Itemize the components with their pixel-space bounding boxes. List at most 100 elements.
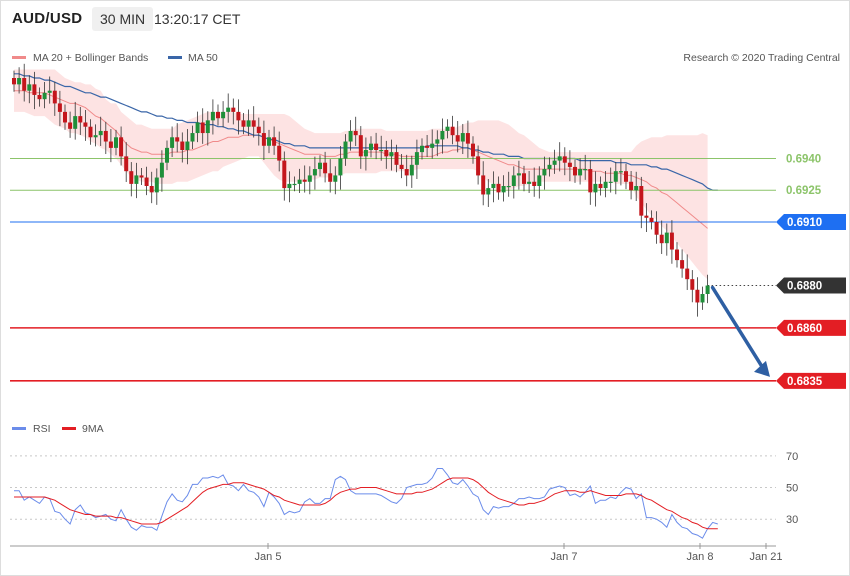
candle-body [394, 152, 399, 165]
candle-body [175, 137, 180, 142]
candle-body [593, 183, 598, 193]
candle-body [496, 183, 501, 193]
candle-body [695, 289, 700, 303]
candle-body [425, 145, 430, 148]
candle-body [374, 143, 379, 150]
candle-body [435, 139, 440, 144]
projection-arrow-shaft [710, 285, 766, 372]
candle-body [37, 94, 42, 100]
candle-body [414, 152, 419, 165]
candle-body [93, 135, 98, 138]
candle-body [353, 130, 358, 136]
candle-body [73, 116, 78, 129]
candle-body [241, 120, 246, 127]
level-lines [10, 157, 776, 382]
candle-body [471, 143, 475, 157]
level-tag-0.6860 [776, 319, 846, 336]
candle-body [583, 169, 588, 171]
candle-body [27, 84, 32, 91]
candle-body [98, 130, 103, 136]
candle-body [277, 145, 282, 161]
candles [12, 63, 770, 377]
candle-body [567, 162, 572, 167]
candle-body [404, 169, 409, 176]
x-tick-label-Jan-21: Jan 21 [749, 551, 782, 563]
candle-body [629, 181, 634, 191]
candle-body [333, 175, 338, 182]
candle-body [363, 150, 368, 157]
candle-body [654, 222, 659, 235]
candle-body [159, 162, 164, 178]
candle-body [557, 156, 562, 161]
level-tag-0.6880 [776, 277, 846, 294]
level-label-0.6880: 0.6880 [787, 281, 822, 293]
candle-body [476, 156, 481, 176]
candle-body [170, 137, 175, 148]
candle-body [481, 175, 486, 195]
rsi-panel: 70 50 30 [10, 451, 798, 539]
candle-body [68, 122, 73, 129]
level-tag-0.6835 [776, 372, 846, 389]
candle-body [486, 188, 491, 195]
bb-legend-swatch [12, 56, 26, 59]
candle-body [42, 92, 47, 100]
rsi-legend-swatch [12, 427, 26, 430]
candle-body [399, 164, 404, 170]
candle-body [506, 186, 511, 188]
candle-body [639, 186, 644, 216]
candle-body [603, 181, 608, 189]
candle-body [700, 294, 705, 303]
candle-body [134, 175, 139, 184]
candle-body [649, 217, 654, 222]
candle-body [297, 179, 302, 184]
rsi-legend-label: RSI [33, 423, 51, 435]
candle-body [144, 177, 149, 186]
candle-body [634, 186, 639, 191]
level-label-0.6860: 0.6860 [787, 323, 822, 335]
rsi-ma-legend-swatch [62, 427, 76, 430]
ma50-legend-label: MA 50 [188, 52, 218, 64]
candle-body [149, 186, 154, 193]
candle-body [180, 141, 185, 150]
candle-body [47, 90, 52, 93]
candle-body [598, 183, 603, 189]
candle-body [83, 122, 88, 127]
candle-body [200, 122, 205, 134]
candle-body [32, 84, 37, 95]
candle-body [103, 130, 108, 142]
rsi-tick-50: 50 [786, 483, 798, 495]
candle-body [267, 137, 271, 146]
candle-body [532, 181, 537, 186]
candle-body [455, 135, 460, 142]
candle-body [22, 78, 27, 91]
candle-body [216, 111, 220, 119]
price-panel [14, 69, 718, 280]
candle-body [328, 173, 333, 182]
level-tag-0.6910 [776, 214, 846, 230]
candle-body [547, 164, 552, 170]
candle-body [307, 175, 312, 182]
candle-body [445, 126, 450, 131]
level-label-0.6910: 0.6910 [787, 217, 822, 229]
candle-body [210, 111, 215, 121]
level-label-0.6835: 0.6835 [787, 376, 823, 388]
candle-body [522, 173, 526, 184]
candle-body [669, 232, 674, 250]
candle-body [78, 116, 83, 123]
candle-body [292, 183, 297, 186]
candle-body [608, 181, 613, 183]
candle-body [185, 141, 190, 150]
candle-body [52, 90, 57, 104]
candle-body [119, 137, 124, 157]
candle-body [195, 122, 200, 134]
candle-body [165, 147, 169, 163]
timeframe-badge[interactable]: 30 MIN [92, 7, 154, 31]
candle-body [690, 279, 695, 290]
candle-body [261, 133, 266, 146]
candle-body [343, 141, 348, 159]
candle-body [129, 171, 134, 184]
candle-body [358, 135, 363, 157]
candle-body [256, 126, 261, 134]
